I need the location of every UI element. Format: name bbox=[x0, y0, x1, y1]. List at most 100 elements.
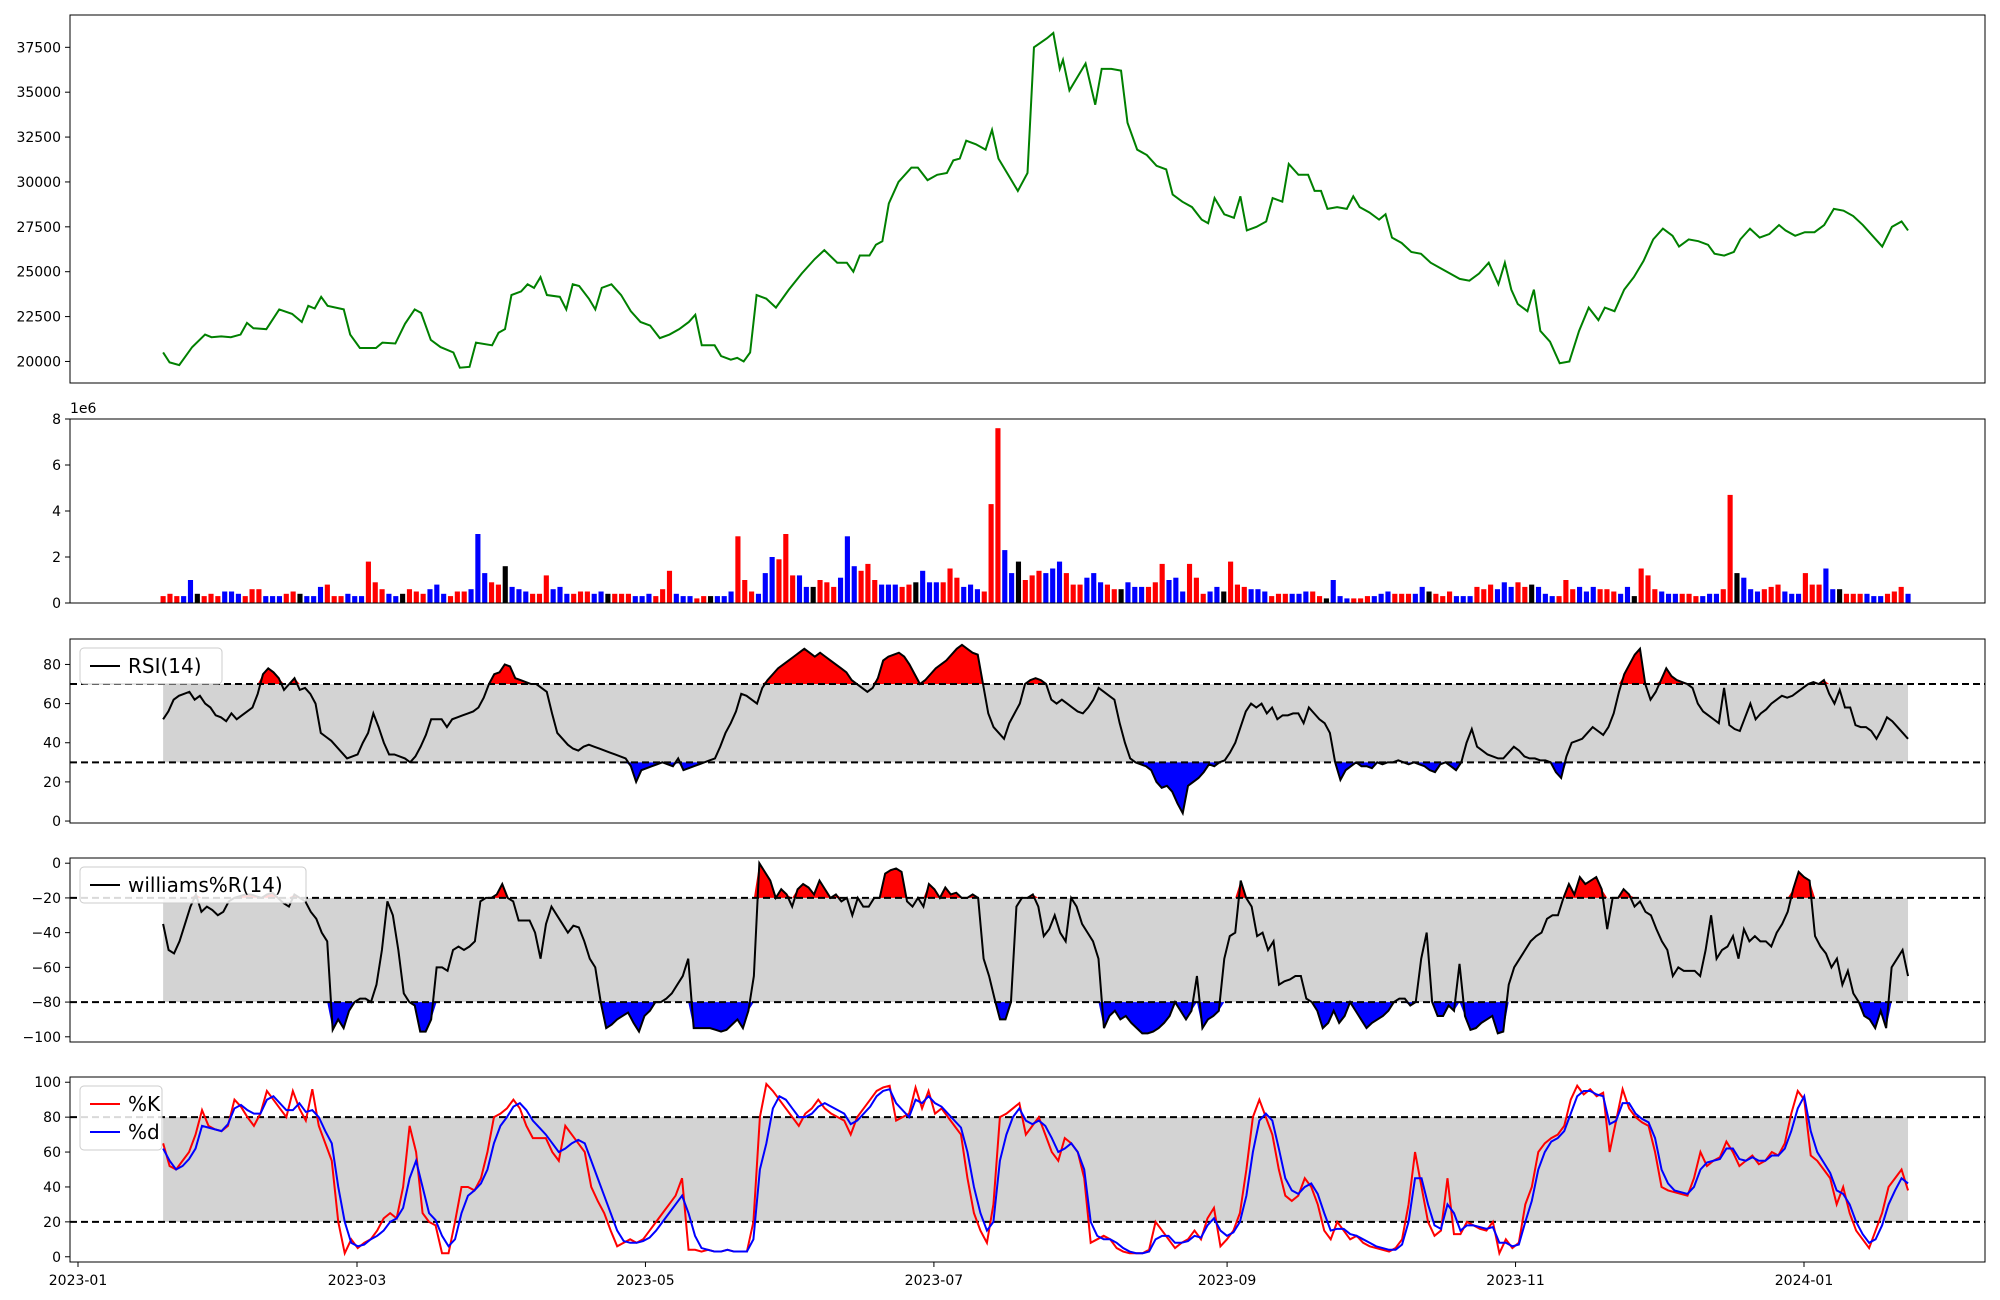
volume-bar bbox=[1207, 591, 1213, 603]
volume-bar bbox=[461, 591, 467, 603]
series-line-1 bbox=[162, 859, 1910, 1035]
volume-bar bbox=[283, 593, 289, 603]
volume-bar bbox=[865, 563, 871, 603]
panel-1-axes: 20000 22500 25000 27500 30000 32500 35000 37500 bbox=[16, 40, 70, 370]
volume-bar bbox=[242, 596, 248, 603]
volume-bar bbox=[228, 591, 235, 603]
volume-bar bbox=[1433, 593, 1439, 603]
volume-bar bbox=[290, 591, 296, 603]
volume-bar bbox=[660, 589, 666, 603]
volume-bar bbox=[475, 534, 481, 603]
y-tick-label: 22500 bbox=[16, 310, 61, 326]
volume-bar bbox=[1481, 589, 1487, 603]
series-line-2 bbox=[162, 1088, 1909, 1255]
volume-bar bbox=[988, 504, 994, 603]
legend: williams%R(14) bbox=[79, 866, 307, 904]
volume-bar bbox=[790, 575, 796, 603]
volume-bar bbox=[1193, 577, 1199, 603]
volume-bar bbox=[974, 589, 980, 603]
volume-bar bbox=[981, 591, 987, 603]
volume-bar bbox=[564, 593, 570, 603]
volume-bar bbox=[1474, 586, 1480, 603]
volume-bar bbox=[1358, 598, 1364, 603]
x-tick-label: 2024-01 bbox=[1775, 1273, 1834, 1289]
volume-bar bbox=[646, 593, 652, 603]
volume-bar bbox=[632, 596, 638, 603]
volume-bar bbox=[1522, 586, 1528, 603]
volume-bar bbox=[1029, 575, 1035, 603]
volume-bar bbox=[434, 584, 440, 603]
volume-bar bbox=[1905, 593, 1911, 603]
volume-bar bbox=[1056, 561, 1063, 603]
threshold-band bbox=[163, 1117, 1909, 1222]
volume-bar bbox=[1563, 580, 1569, 603]
y-tick-label: 40 bbox=[43, 1180, 61, 1196]
volume-bar bbox=[304, 596, 310, 603]
volume-bar bbox=[372, 582, 378, 603]
volume-bar bbox=[1330, 580, 1336, 603]
volume-bar bbox=[1002, 550, 1008, 603]
volume-bar bbox=[687, 596, 693, 603]
volume-bar bbox=[954, 577, 960, 603]
x-tick-label: 2023-09 bbox=[1198, 1273, 1257, 1289]
volume-bar bbox=[1891, 591, 1897, 603]
volume-bar bbox=[1652, 589, 1658, 603]
y-tick-label: 2 bbox=[52, 550, 61, 566]
volume-bar bbox=[1707, 593, 1713, 603]
volume-bar bbox=[352, 596, 358, 603]
volume-bar bbox=[1768, 586, 1774, 603]
legend: RSI(14) bbox=[79, 647, 223, 685]
volume-bar bbox=[1022, 580, 1028, 603]
volume-bar bbox=[1091, 573, 1097, 603]
volume-bar bbox=[1590, 586, 1596, 603]
volume-bar bbox=[673, 593, 679, 603]
volume-bar bbox=[345, 593, 351, 603]
volume-bar bbox=[1823, 568, 1829, 603]
volume-bar bbox=[1830, 589, 1836, 603]
y-tick-label: 0 bbox=[52, 814, 61, 830]
volume-bar bbox=[482, 573, 488, 603]
oversold-fill bbox=[163, 1002, 1909, 1034]
volume-bar bbox=[1200, 593, 1206, 603]
volume-bar bbox=[358, 596, 365, 603]
volume-bar bbox=[653, 596, 659, 603]
volume-bar bbox=[1050, 568, 1056, 603]
volume-bar bbox=[543, 575, 549, 603]
volume-bar bbox=[1570, 589, 1576, 603]
y-tick-label: 4 bbox=[52, 504, 61, 520]
volume-bar bbox=[1132, 586, 1138, 603]
volume-bar bbox=[1180, 591, 1186, 603]
volume-bar bbox=[1583, 591, 1589, 603]
y-tick-label: 60 bbox=[43, 697, 61, 713]
y-tick-label: 60 bbox=[43, 1145, 61, 1161]
legend-box bbox=[79, 866, 307, 904]
volume-bar bbox=[1111, 589, 1117, 603]
x-tick-label: 2023-07 bbox=[905, 1273, 964, 1289]
legend-label: %K bbox=[128, 1092, 161, 1116]
volume-bar bbox=[1843, 593, 1850, 603]
volume-bar bbox=[454, 591, 460, 603]
volume-bar bbox=[1077, 584, 1083, 603]
volume-bar bbox=[680, 596, 686, 603]
volume-bar bbox=[1727, 494, 1733, 603]
volume-bar bbox=[1659, 591, 1665, 603]
panel-1-frame bbox=[69, 14, 1986, 384]
volume-bar bbox=[1631, 596, 1637, 603]
volume-bar bbox=[721, 596, 727, 603]
volume-bar bbox=[892, 584, 898, 603]
x-tick-label: 2023-05 bbox=[616, 1273, 675, 1289]
volume-bar bbox=[1337, 596, 1343, 603]
volume-bar bbox=[1775, 584, 1781, 603]
volume-bar bbox=[1488, 584, 1494, 603]
volume-bar bbox=[331, 596, 337, 603]
volume-bar bbox=[1679, 593, 1685, 603]
volume-bar bbox=[577, 591, 584, 603]
volume-bar bbox=[1795, 593, 1802, 603]
volume-bar bbox=[194, 593, 200, 603]
volume-bar bbox=[441, 593, 447, 603]
y-tick-label: −100 bbox=[23, 1030, 61, 1046]
volume-bar bbox=[1289, 593, 1295, 603]
volume-bar bbox=[749, 591, 755, 603]
volume-bar bbox=[215, 596, 221, 603]
series-line-1 bbox=[162, 643, 1909, 817]
